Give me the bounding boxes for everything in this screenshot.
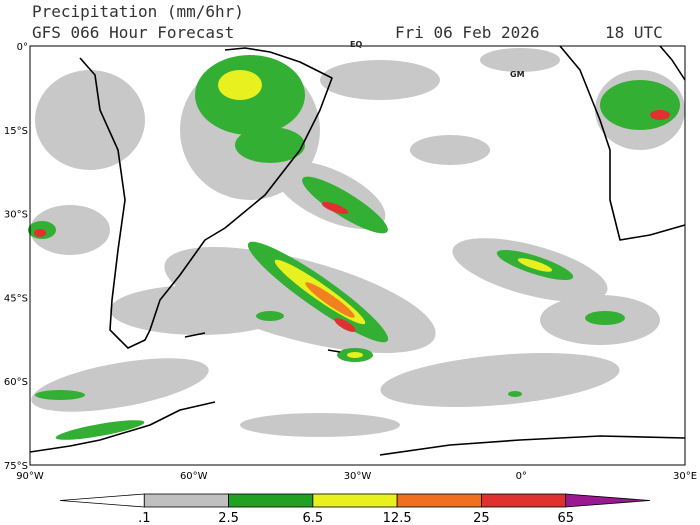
map: EQ GM: [28, 40, 686, 466]
lon-label: 60°W: [180, 471, 208, 482]
title: Precipitation (mm/6hr): [32, 2, 244, 21]
lon-label: 30°E: [673, 471, 697, 482]
valid-time: 18 UTC: [605, 23, 663, 42]
axis-labels: 0° 15°S 30°S 45°S 60°S 75°S90°W 60°W 30°W 0° 30°E: [4, 42, 697, 482]
legend: .1 2.5 6.5 12.5 25 65: [59, 493, 651, 525]
model-run: GFS 066 Hour Forecast: [32, 23, 234, 42]
legend-label: 25: [473, 511, 490, 525]
lat-label: 75°S: [4, 461, 28, 472]
legend-swatch: [228, 493, 314, 508]
legend-swatch: [143, 493, 229, 508]
legend-label: 12.5: [383, 511, 412, 525]
coastlines: [29, 45, 686, 456]
lon-label: 30°W: [344, 471, 372, 482]
light-precip: [30, 48, 685, 437]
legend-swatch: [481, 493, 567, 508]
legend-swatch: [59, 493, 145, 508]
lon-label: 0°: [516, 471, 527, 482]
legend-label: .1: [138, 511, 150, 525]
heavy-precip: [28, 55, 680, 440]
legend-label: 6.5: [303, 511, 324, 525]
lat-label: 15°S: [4, 126, 28, 137]
lon-label: 90°W: [16, 471, 44, 482]
map-frame: [29, 45, 686, 466]
valid-date: Fri 06 Feb 2026: [395, 23, 540, 42]
lat-label: 60°S: [4, 377, 28, 388]
lat-label: 30°S: [4, 210, 28, 221]
legend-swatch: [312, 493, 398, 508]
legend-swatch: [565, 493, 651, 508]
equator-marker: EQ: [350, 40, 362, 49]
meridian-marker: GM: [510, 70, 525, 79]
legend-swatch: [396, 493, 482, 508]
legend-label: 65: [557, 511, 574, 525]
legend-label: 2.5: [218, 511, 239, 525]
lat-label: 45°S: [4, 293, 28, 304]
lat-label: 0°: [17, 42, 28, 53]
